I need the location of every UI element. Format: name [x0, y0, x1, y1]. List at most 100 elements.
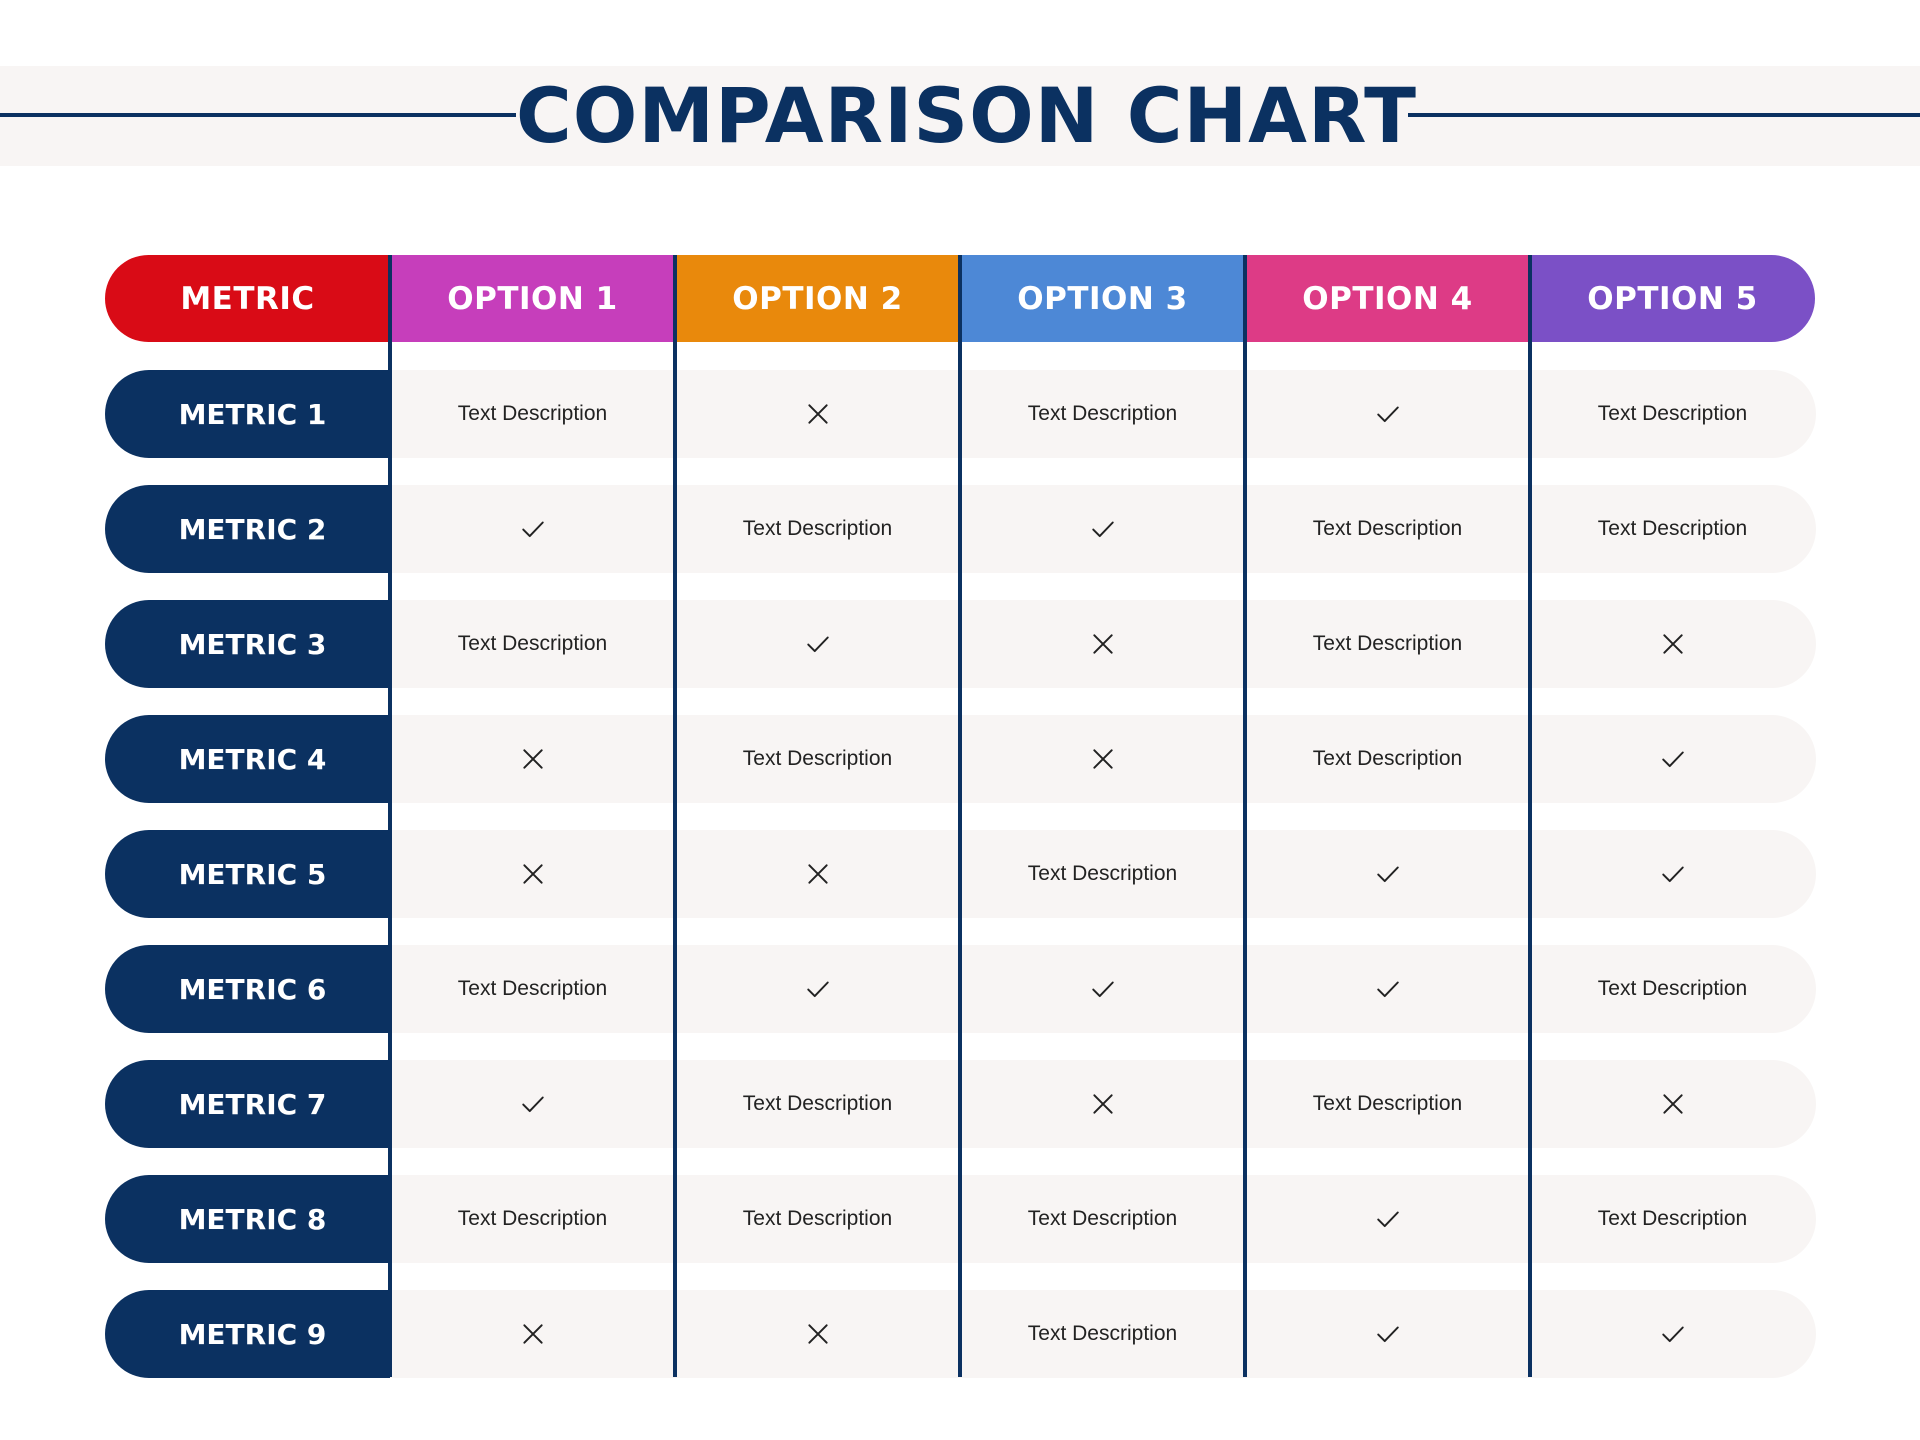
- table-cell-text: Text Description: [1027, 1207, 1178, 1230]
- table-cell-icon: [1530, 1290, 1815, 1378]
- check-icon: [1376, 981, 1399, 998]
- table-row: [390, 370, 1816, 458]
- metric-label-5: METRIC 5: [105, 830, 390, 918]
- metric-label-3: METRIC 3: [105, 600, 390, 688]
- metric-label-text: METRIC 1: [178, 397, 327, 431]
- cross-icon: [522, 749, 543, 769]
- table-cell-icon: [960, 715, 1245, 803]
- table-row: [390, 1175, 1816, 1263]
- cross-icon: [1092, 1094, 1113, 1114]
- cross-icon: [522, 864, 543, 884]
- table-cell-icon: [1245, 1290, 1530, 1378]
- check-icon: [521, 521, 544, 538]
- title-rule-left: [0, 113, 516, 117]
- metric-label-text: METRIC 7: [178, 1087, 327, 1121]
- check-icon: [1376, 866, 1399, 883]
- table-cell-icon: [390, 1060, 675, 1148]
- table-cell-icon: [960, 1060, 1245, 1148]
- table-cell-text: Text Description: [1027, 1322, 1178, 1345]
- table-cell-text: Text Description: [457, 1207, 608, 1230]
- table-cell-icon: [1245, 945, 1530, 1033]
- table-cell-text: Text Description: [1312, 632, 1463, 655]
- table-cell-text: Text Description: [1312, 1092, 1463, 1115]
- cross-icon: [1092, 749, 1113, 769]
- check-icon: [1091, 521, 1114, 538]
- title-rule-right: [1408, 113, 1920, 117]
- table-cell-icon: [390, 830, 675, 918]
- table-cell-icon: [1530, 715, 1815, 803]
- table-cell-text: Text Description: [457, 402, 608, 425]
- column-header-option-2: OPTION 2: [675, 255, 960, 342]
- table-cell-icon: [960, 945, 1245, 1033]
- table-cell-icon: [390, 715, 675, 803]
- cross-icon: [807, 404, 828, 424]
- table-cell-icon: [675, 830, 960, 918]
- column-header-option-3: OPTION 3: [960, 255, 1245, 342]
- table-cell-icon: [675, 1290, 960, 1378]
- table-cell-text: Text Description: [1597, 517, 1748, 540]
- column-header-metric: METRIC: [105, 255, 390, 342]
- table-cell-text: Text Description: [457, 977, 608, 1000]
- cross-icon: [1662, 1094, 1683, 1114]
- metric-label-text: METRIC 5: [178, 857, 327, 891]
- table-cell-icon: [960, 485, 1245, 573]
- check-icon: [806, 636, 829, 653]
- column-divider: [1528, 255, 1532, 1377]
- metric-label-4: METRIC 4: [105, 715, 390, 803]
- page-title: COMPARISON CHART: [516, 71, 1417, 160]
- metric-label-text: METRIC 6: [178, 972, 327, 1006]
- column-divider: [1243, 255, 1247, 1377]
- table-cell-icon: [1530, 1060, 1815, 1148]
- table-cell-icon: [1245, 830, 1530, 918]
- metric-label-8: METRIC 8: [105, 1175, 390, 1263]
- column-divider: [673, 255, 677, 1377]
- column-header-option-1: OPTION 1: [390, 255, 675, 342]
- table-cell-icon: [390, 1290, 675, 1378]
- metric-label-2: METRIC 2: [105, 485, 390, 573]
- metric-label-9: METRIC 9: [105, 1290, 390, 1378]
- cross-icon: [1092, 634, 1113, 654]
- column-header-option-4: OPTION 4: [1245, 255, 1530, 342]
- table-cell-icon: [390, 485, 675, 573]
- table-row: [390, 1290, 1816, 1378]
- table-cell-text: Text Description: [1597, 1207, 1748, 1230]
- table-cell-text: Text Description: [742, 747, 893, 770]
- check-icon: [806, 981, 829, 998]
- column-divider: [388, 255, 392, 1377]
- table-cell-text: Text Description: [1597, 402, 1748, 425]
- table-cell-text: Text Description: [1312, 747, 1463, 770]
- check-icon: [1661, 1326, 1684, 1343]
- cross-icon: [522, 1324, 543, 1344]
- table-cell-icon: [1530, 830, 1815, 918]
- check-icon: [1376, 406, 1399, 423]
- metric-label-7: METRIC 7: [105, 1060, 390, 1148]
- table-cell-icon: [675, 945, 960, 1033]
- table-cell-icon: [1530, 600, 1815, 688]
- cross-icon: [807, 1324, 828, 1344]
- table-cell-text: Text Description: [742, 1092, 893, 1115]
- table-cell-text: Text Description: [1597, 977, 1748, 1000]
- column-header-option-5: OPTION 5: [1530, 255, 1815, 342]
- check-icon: [1376, 1326, 1399, 1343]
- check-icon: [1661, 866, 1684, 883]
- table-cell-icon: [675, 370, 960, 458]
- table-cell-text: Text Description: [1312, 517, 1463, 540]
- column-divider: [958, 255, 962, 1377]
- metric-label-text: METRIC 4: [178, 742, 327, 776]
- table-row: [390, 485, 1816, 573]
- table-row: [390, 945, 1816, 1033]
- metric-label-text: METRIC 8: [178, 1202, 327, 1236]
- table-cell-text: Text Description: [1027, 402, 1178, 425]
- table-cell-text: Text Description: [457, 632, 608, 655]
- table-cell-text: Text Description: [742, 517, 893, 540]
- table-cell-icon: [960, 600, 1245, 688]
- metric-label-text: METRIC 2: [178, 512, 327, 546]
- table-cell-text: Text Description: [1027, 862, 1178, 885]
- table-row: [390, 830, 1816, 918]
- table-cell-text: Text Description: [742, 1207, 893, 1230]
- check-icon: [1661, 751, 1684, 768]
- metric-label-1: METRIC 1: [105, 370, 390, 458]
- cross-icon: [1662, 634, 1683, 654]
- check-icon: [1376, 1211, 1399, 1228]
- metric-label-text: METRIC 9: [178, 1317, 327, 1351]
